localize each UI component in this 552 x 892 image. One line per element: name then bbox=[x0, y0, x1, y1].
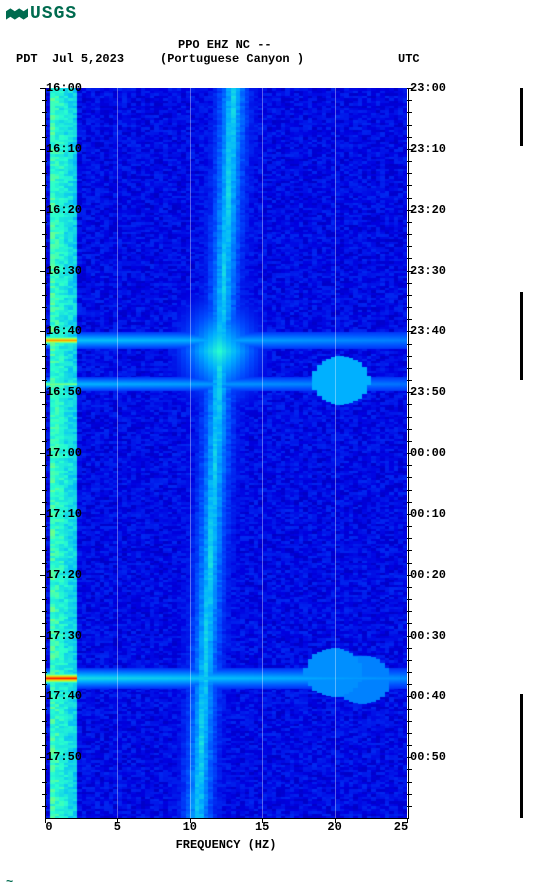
y-right-tick-label: 23:10 bbox=[410, 142, 450, 156]
y-axis-left-labels: 16:0016:1016:2016:3016:4016:5017:0017:10… bbox=[2, 88, 42, 818]
logo-text: USGS bbox=[30, 4, 77, 24]
y-right-tick-label: 23:50 bbox=[410, 385, 450, 399]
tick-marks-bottom bbox=[45, 818, 407, 823]
y-left-tick-label: 17:20 bbox=[42, 568, 82, 582]
y-left-tick-label: 17:50 bbox=[42, 750, 82, 764]
y-right-tick-label: 23:30 bbox=[410, 264, 450, 278]
page-root: USGS PPO EHZ NC -- PDT Jul 5,2023 (Portu… bbox=[0, 0, 552, 892]
pdt-date: PDT Jul 5,2023 bbox=[16, 52, 124, 66]
colorbar-segment bbox=[520, 88, 523, 146]
spectrogram-canvas bbox=[45, 88, 407, 818]
y-left-tick-label: 16:10 bbox=[42, 142, 82, 156]
y-left-tick-label: 16:00 bbox=[42, 81, 82, 95]
utc-label: UTC bbox=[398, 52, 420, 66]
station-line2: (Portuguese Canyon ) bbox=[160, 52, 304, 66]
pdt-label: PDT bbox=[16, 52, 38, 66]
footer-mark: ~ bbox=[6, 875, 13, 889]
y-left-tick-label: 17:00 bbox=[42, 446, 82, 460]
y-right-tick-label: 00:20 bbox=[410, 568, 450, 582]
spectrogram-plot bbox=[45, 88, 407, 818]
y-right-tick-label: 23:00 bbox=[410, 81, 450, 95]
wave-icon bbox=[6, 7, 28, 21]
y-right-tick-label: 23:20 bbox=[410, 203, 450, 217]
x-axis-title: FREQUENCY (HZ) bbox=[45, 838, 407, 852]
y-left-tick-label: 16:30 bbox=[42, 264, 82, 278]
y-left-tick-label: 16:50 bbox=[42, 385, 82, 399]
y-right-tick-label: 00:50 bbox=[410, 750, 450, 764]
y-left-tick-label: 17:10 bbox=[42, 507, 82, 521]
y-right-tick-label: 23:40 bbox=[410, 324, 450, 338]
y-left-tick-label: 17:40 bbox=[42, 689, 82, 703]
y-left-tick-label: 16:20 bbox=[42, 203, 82, 217]
usgs-logo: USGS bbox=[6, 4, 77, 24]
y-right-tick-label: 00:30 bbox=[410, 629, 450, 643]
y-right-tick-label: 00:40 bbox=[410, 689, 450, 703]
y-right-tick-label: 00:00 bbox=[410, 446, 450, 460]
date-text: Jul 5,2023 bbox=[52, 52, 124, 66]
tick-marks-right bbox=[407, 88, 412, 818]
colorbar-segment bbox=[520, 292, 523, 380]
tick-marks-left bbox=[40, 88, 45, 818]
y-right-tick-label: 00:10 bbox=[410, 507, 450, 521]
y-left-tick-label: 17:30 bbox=[42, 629, 82, 643]
colorbar-segment bbox=[520, 694, 523, 818]
y-axis-right-labels: 23:0023:1023:2023:3023:4023:5000:0000:10… bbox=[410, 88, 450, 818]
y-left-tick-label: 16:40 bbox=[42, 324, 82, 338]
station-line1: PPO EHZ NC -- bbox=[178, 38, 272, 52]
